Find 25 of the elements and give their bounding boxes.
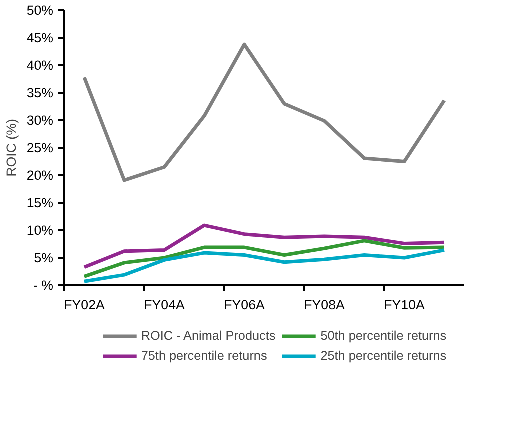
- y-tick-label: 45%: [26, 30, 54, 46]
- y-tick-label: 10%: [26, 223, 54, 238]
- y-tick-label: 35%: [26, 86, 54, 100]
- x-tick-label: FY02A: [64, 298, 105, 312]
- legend-label: 50th percentile returns: [320, 329, 447, 343]
- x-tick-label: FY06A: [224, 298, 265, 312]
- x-tick-label: FY10A: [384, 298, 425, 312]
- line-series: [82, 239, 446, 278]
- y-tick-label: 50%: [26, 3, 54, 18]
- y-tick-label: 20%: [26, 168, 54, 183]
- x-tick-label: FY04A: [144, 298, 185, 312]
- y-tick-label: 25%: [26, 140, 54, 156]
- line-series: [82, 42, 446, 182]
- legend-label: 25th percentile returns: [320, 349, 447, 363]
- line-series: [82, 248, 446, 284]
- x-tick-label: FY08A: [304, 298, 345, 312]
- legend-label: ROIC - Animal Products: [141, 329, 276, 343]
- y-tick-label: 40%: [26, 58, 54, 73]
- y-tick-label: 5%: [34, 250, 54, 266]
- legend-label: 75th percentile returns: [141, 349, 268, 363]
- y-tick-label: 30%: [26, 113, 54, 128]
- y-tick-label: - %: [34, 278, 54, 293]
- y-tick-label: 15%: [26, 196, 54, 210]
- y-axis-title: ROIC (%): [4, 119, 19, 177]
- line-series: [82, 224, 446, 270]
